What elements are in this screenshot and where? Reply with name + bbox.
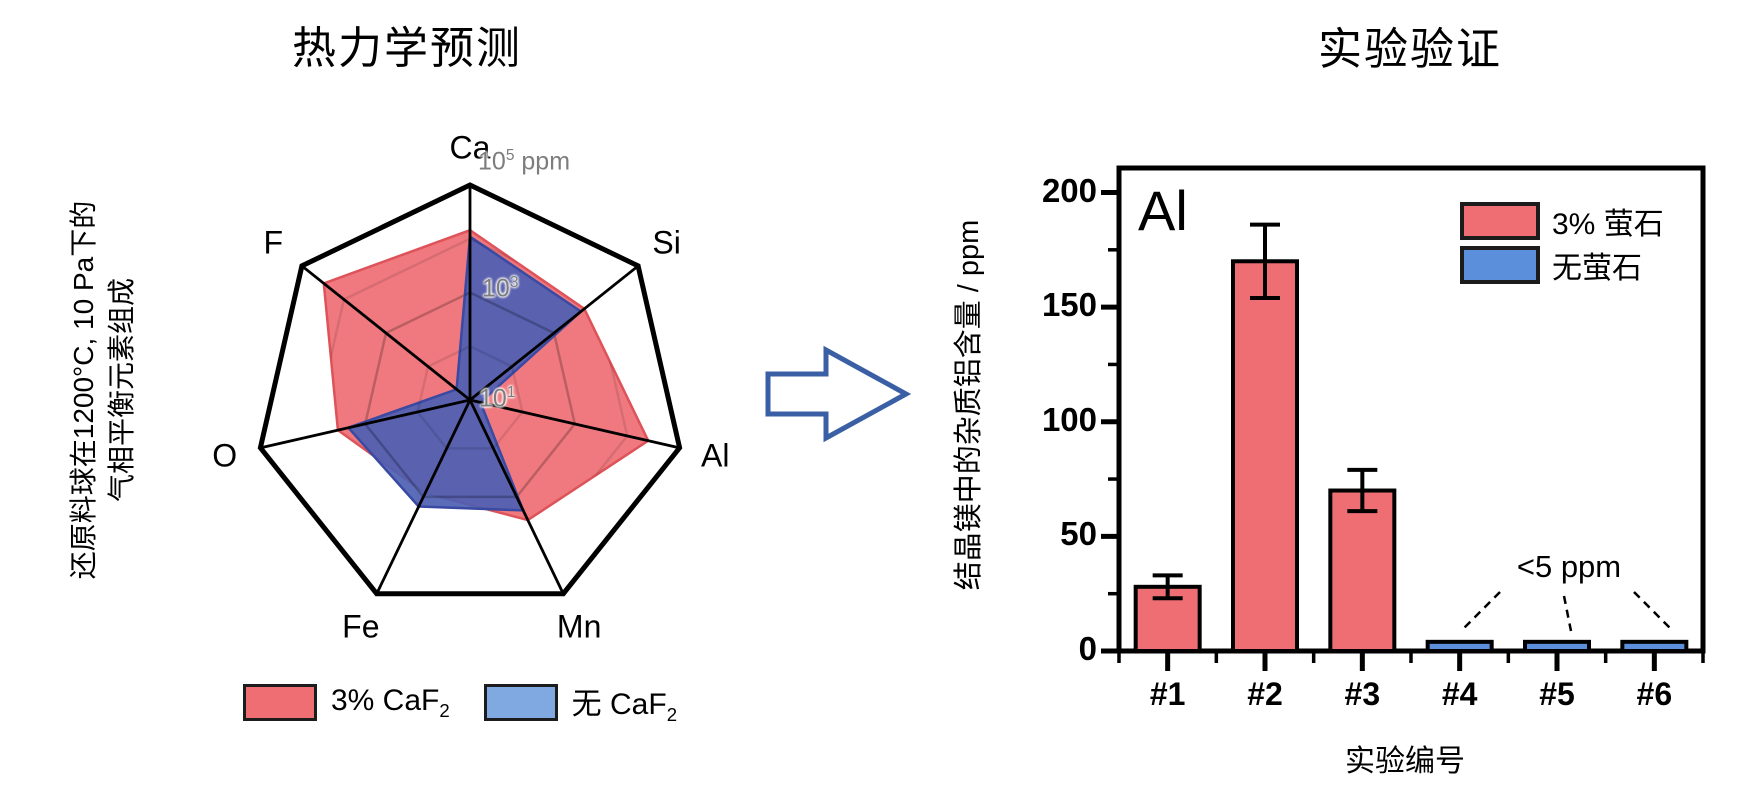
legend-swatch-3pct-caf2 (242, 684, 317, 721)
x-tick-label-2: #2 (1247, 676, 1283, 712)
radar-outline (257, 182, 683, 597)
left-chart-title: 热力学预测 (292, 24, 522, 73)
radar-axis-label-Ca: Ca (449, 129, 491, 166)
y-tick-label-150: 150 (1041, 286, 1097, 324)
radar-spoke (301, 264, 471, 402)
x-tick-label-1: #1 (1149, 676, 1186, 712)
right-legend-item-no-fluorite: 无萤石 (1460, 243, 1642, 287)
annotation-leader-line (1562, 595, 1573, 632)
radar-spoke (468, 399, 565, 595)
left-side-label: 还原料球在1200°C, 10 Pa下的 气相平衡元素组成 (65, 110, 141, 670)
radar-spoke (260, 398, 471, 450)
radar-axis-label-O: O (212, 437, 238, 474)
radar-axis-label-Mn: Mn (556, 608, 602, 645)
radar-axis-label-Si: Si (652, 224, 681, 261)
radar-scale-label-10-3: 103 (482, 274, 519, 303)
left-legend-label-3pct-caf2: 3% CaF2 (330, 683, 450, 721)
low-value-annotation: <5 ppm (1516, 549, 1622, 584)
radar-axis-label-F: F (263, 224, 284, 261)
x-axis-label: 实验编号 (1345, 745, 1465, 778)
annotation-leader-line (1463, 591, 1501, 629)
right-legend-item-fluorite: 3% 萤石 (1460, 199, 1664, 243)
radar-scale-label-10-1: 101 (479, 384, 516, 413)
radar-axis-label-Fe: Fe (342, 608, 380, 645)
side-label-line1: 还原料球在1200°C, 10 Pa下的 (68, 200, 99, 580)
y-tick-label-100: 100 (1041, 400, 1097, 438)
bar-6 (1620, 639, 1689, 654)
bar-2 (1231, 259, 1299, 653)
bar-3 (1328, 488, 1397, 653)
side-label-line2: 气相平衡元素组成 (106, 278, 137, 503)
left-legend-label-no-caf2: 无 CaF2 (571, 688, 678, 725)
legend-swatch-no-fluorite (1460, 246, 1540, 284)
x-tick-label-4: #4 (1441, 676, 1478, 712)
y-tick-label-50: 50 (1060, 515, 1097, 553)
bar-4 (1425, 639, 1494, 654)
x-tick-label-5: #5 (1539, 676, 1575, 712)
radar-spoke (469, 398, 680, 450)
radar-spoke (469, 264, 639, 402)
annotation-leader-line (1633, 591, 1671, 629)
x-tick-label-6: #6 (1636, 676, 1673, 712)
radar-axis-label-Al: Al (701, 437, 730, 474)
left-legend-item-3pct-caf2: 3% CaF2 (242, 683, 450, 722)
right-block-arrow-icon (765, 345, 912, 443)
left-legend: 3% CaF2 无 CaF2 (180, 679, 740, 726)
bar-5 (1523, 639, 1591, 654)
x-tick-label-3: #3 (1344, 676, 1381, 712)
y-axis-label: 结晶镁中的杂质铝含量 / ppm (953, 219, 985, 591)
right-legend-label-3pct-fluorite: 3% 萤石 (1552, 208, 1664, 241)
radar-spoke (375, 399, 472, 595)
y-tick-label-0: 0 (1078, 630, 1097, 667)
legend-swatch-no-caf2 (483, 684, 558, 721)
legend-swatch-3pct-fluorite (1460, 202, 1540, 240)
element-corner-label: Al (1138, 179, 1188, 242)
y-tick-label-200: 200 (1041, 171, 1097, 209)
right-legend-label-no-fluorite: 无萤石 (1552, 252, 1642, 285)
radar-scale-label-10-5-ppm: 105 ppm (478, 147, 571, 176)
left-legend-item-no-caf2: 无 CaF2 (483, 679, 678, 726)
right-chart-title: 实验验证 (1318, 25, 1502, 74)
